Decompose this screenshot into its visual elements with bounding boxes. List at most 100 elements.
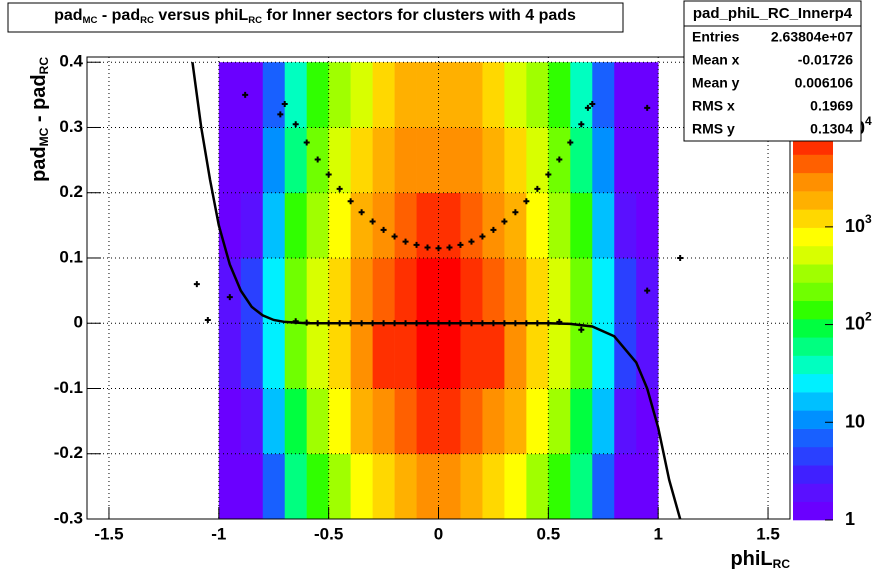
heat-cell	[504, 388, 527, 455]
heat-cell	[306, 192, 329, 259]
text-part: versus phiL	[154, 7, 248, 24]
heat-cell	[240, 453, 264, 520]
profile-point	[303, 319, 310, 326]
heat-cell	[328, 453, 351, 520]
stats-label: RMS y	[692, 121, 735, 137]
profile-point	[292, 121, 299, 128]
heat-cell	[372, 127, 395, 194]
heat-cell	[526, 62, 549, 128]
profile-point	[578, 121, 585, 128]
profile-point	[424, 244, 431, 251]
heat-cell	[306, 62, 329, 128]
stats-box	[683, 0, 862, 142]
heat-cell	[636, 127, 659, 194]
heat-cell	[460, 62, 483, 128]
heat-cell	[218, 323, 242, 389]
heat-cell	[548, 323, 571, 389]
heat-cell	[548, 257, 571, 324]
heat-cell	[350, 192, 373, 259]
stats-value: 0.1304	[810, 121, 853, 137]
profile-point	[292, 318, 299, 325]
profile-point	[479, 320, 486, 327]
profile-point	[402, 320, 409, 327]
profile-point	[490, 320, 497, 327]
heat-cell	[570, 127, 593, 194]
heat-cell	[570, 257, 593, 324]
heat-cell	[592, 323, 615, 389]
profile-point	[281, 100, 288, 107]
heat-cell	[614, 323, 637, 389]
heat-cell	[262, 453, 286, 520]
heat-cell	[262, 257, 286, 324]
heat-cell	[306, 257, 329, 324]
heat-cell	[416, 453, 439, 520]
heat-cell	[240, 388, 264, 455]
palette-step	[793, 154, 833, 174]
z-tick-base: 10	[845, 216, 865, 236]
heat-cell	[262, 323, 286, 389]
palette-step	[793, 209, 833, 228]
profile-point	[314, 320, 321, 327]
z-tick-exponent: 2	[865, 310, 872, 324]
heat-cell	[504, 323, 527, 389]
heat-cell	[614, 453, 637, 520]
heat-cell	[438, 127, 461, 194]
text-part: RC	[773, 557, 791, 571]
heat-cell	[592, 388, 615, 455]
profile-point	[413, 320, 420, 327]
profile-point	[325, 320, 332, 327]
heat-cell	[482, 62, 505, 128]
heat-cell	[592, 453, 615, 520]
text-part: pad	[28, 146, 50, 182]
profile-point	[584, 104, 591, 111]
heat-cell	[262, 192, 286, 259]
profile-point	[534, 320, 541, 327]
heat-cell	[482, 127, 505, 194]
heat-cell	[460, 127, 483, 194]
y-tick-label: -0.2	[54, 443, 83, 462]
profile-point	[435, 245, 442, 252]
heat-cell	[284, 257, 307, 324]
x-tick-label: 1	[653, 524, 662, 543]
chart-title: padMC - padRC versus phiLRC for Inner se…	[54, 7, 576, 25]
heat-cell	[614, 257, 637, 324]
heat-cell	[350, 323, 373, 389]
y-tick-label: 0	[74, 313, 83, 332]
heat-cell	[526, 388, 549, 455]
heat-cell	[548, 388, 571, 455]
heat-cell	[372, 257, 395, 324]
text-part: RC	[37, 57, 51, 75]
heat-cell	[218, 388, 242, 455]
heat-cell	[482, 453, 505, 520]
heat-cell	[592, 257, 615, 324]
heat-cell	[240, 323, 264, 389]
stats-value: -0.01726	[798, 52, 853, 68]
heat-cell	[350, 62, 373, 128]
heat-cell	[372, 323, 395, 389]
heat-cell	[372, 388, 395, 455]
heat-cell	[328, 257, 351, 324]
heat-cell	[416, 62, 439, 128]
heat-cell	[284, 192, 307, 259]
heat-cell	[306, 388, 329, 455]
y-tick-label: 0.3	[59, 117, 83, 136]
palette-step	[793, 319, 833, 338]
profile-point	[457, 241, 464, 248]
profile-point	[336, 320, 343, 327]
profile-point	[380, 320, 387, 327]
z-tick-label: 103	[845, 212, 872, 236]
y-tick-label: 0.4	[59, 52, 83, 71]
y-tick-label: 0.2	[59, 182, 83, 201]
x-axis-label: phiLRC	[730, 548, 790, 571]
heat-cell	[504, 62, 527, 128]
palette-step	[793, 446, 833, 466]
palette-step	[793, 501, 833, 521]
heat-cell	[306, 323, 329, 389]
profile-point	[545, 320, 552, 327]
heat-cell	[306, 453, 329, 520]
profile-point	[435, 320, 442, 327]
profile-point	[391, 320, 398, 327]
z-tick-label: 102	[845, 310, 872, 334]
heat-cell	[416, 127, 439, 194]
profile-point	[369, 320, 376, 327]
